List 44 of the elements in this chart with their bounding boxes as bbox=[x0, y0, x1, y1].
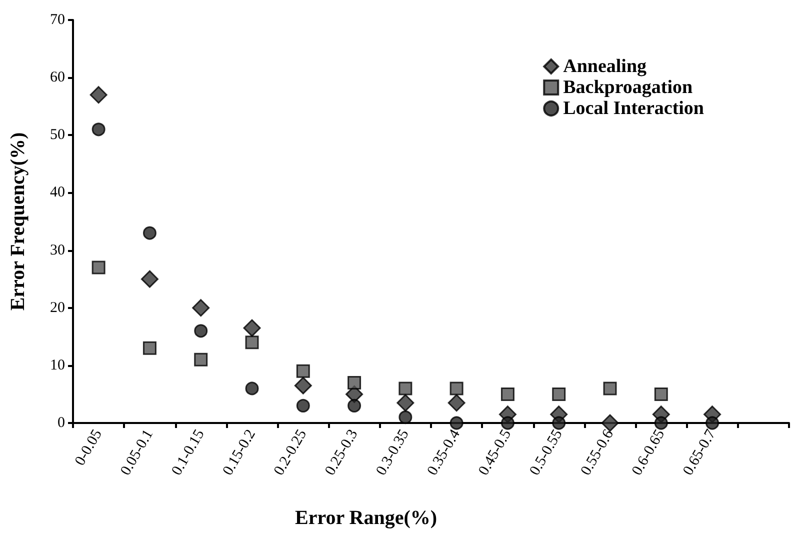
legend-label: Annealing bbox=[563, 56, 648, 77]
y-tick-label: 0 bbox=[58, 415, 65, 431]
point bbox=[192, 299, 210, 317]
point bbox=[296, 398, 310, 412]
legend-label: Backproagation bbox=[563, 77, 694, 98]
point bbox=[243, 319, 261, 337]
y-tick-label: 30 bbox=[50, 242, 65, 258]
point bbox=[603, 382, 617, 396]
point bbox=[450, 416, 464, 430]
point bbox=[245, 382, 259, 396]
point bbox=[140, 270, 158, 288]
point bbox=[448, 394, 466, 412]
point bbox=[398, 410, 412, 424]
point bbox=[450, 382, 464, 396]
y-tick-label: 60 bbox=[50, 70, 65, 86]
y-tick-label: 10 bbox=[50, 357, 65, 374]
point bbox=[706, 416, 720, 430]
point bbox=[398, 382, 412, 396]
point bbox=[194, 324, 208, 338]
point bbox=[90, 86, 108, 104]
point bbox=[92, 260, 106, 274]
y-tick-label: 50 bbox=[50, 127, 65, 144]
point bbox=[654, 416, 668, 430]
point bbox=[396, 394, 414, 412]
y-axis-title: Error Frequency(%) bbox=[7, 132, 29, 311]
x-axis-title: Error Range(%) bbox=[294, 507, 438, 529]
point bbox=[245, 336, 259, 350]
legend-label: Local Interaction bbox=[563, 98, 704, 119]
point bbox=[552, 387, 566, 401]
y-tick-label: 40 bbox=[50, 184, 65, 201]
y-tick-label: 70 bbox=[50, 12, 65, 28]
point bbox=[92, 122, 106, 136]
point bbox=[500, 416, 514, 430]
point bbox=[348, 376, 362, 390]
point bbox=[142, 341, 156, 355]
point bbox=[296, 364, 310, 378]
point bbox=[348, 398, 362, 412]
point bbox=[552, 416, 566, 430]
point bbox=[194, 352, 208, 366]
point bbox=[500, 387, 514, 401]
point bbox=[142, 226, 156, 240]
point bbox=[654, 387, 668, 401]
point bbox=[294, 376, 312, 394]
y-tick-label: 20 bbox=[50, 300, 65, 316]
